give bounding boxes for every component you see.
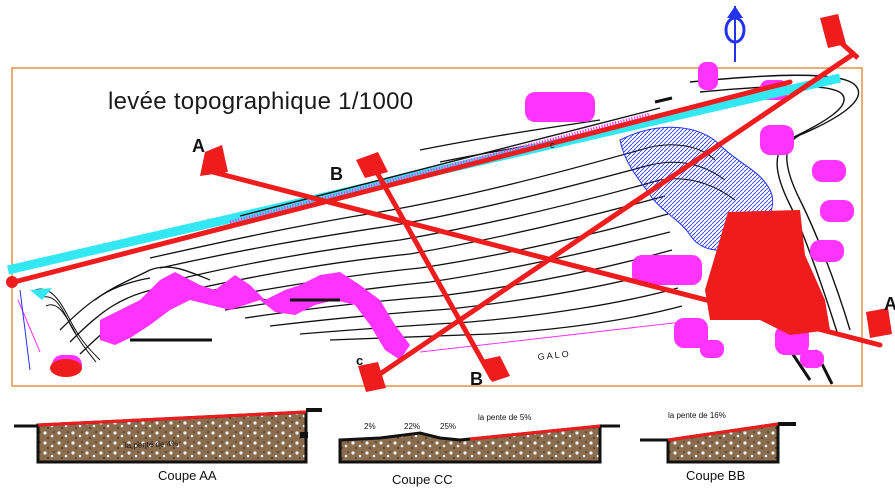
hatched-strip <box>229 112 651 224</box>
section-aa-slope: la pente de 4% <box>125 439 179 450</box>
section-bb: la pente de 16% <box>640 411 796 464</box>
plan-title: levée topographique 1/1000 <box>108 88 414 115</box>
marker-b-bottom <box>482 356 510 382</box>
section-cc-grade-3: 25% <box>440 422 456 431</box>
section-letter-b-top: B <box>330 164 343 184</box>
marker-west-end <box>6 276 18 288</box>
section-letter-c-top: c <box>550 140 555 150</box>
marker-c-top-arm <box>836 38 860 60</box>
section-bb-slope: la pente de 16% <box>668 411 726 420</box>
black-marks <box>130 96 673 342</box>
section-letter-a-right: A <box>884 294 895 314</box>
north-arrow-icon <box>724 6 746 62</box>
drawing-frame <box>11 67 863 387</box>
section-letter-b-bottom: B <box>470 369 483 389</box>
red-building-block <box>705 210 830 335</box>
marker-a-left <box>200 145 228 176</box>
marker-a-right <box>866 308 892 338</box>
section-aa-caption: Coupe AA <box>158 468 217 483</box>
section-bb-caption: Coupe BB <box>686 468 746 483</box>
section-cc: 2% 22% 25% la pente de 5% <box>338 413 620 464</box>
marker-left-end <box>50 359 82 377</box>
marker-b-top <box>356 152 388 178</box>
section-letter-c-bottom: c <box>356 353 363 368</box>
section-cc-grade-2: 22% <box>404 422 420 431</box>
section-cc-grade-1: 2% <box>364 422 376 431</box>
section-aa: la pente de 4% <box>14 408 322 464</box>
road-label: G A L O <box>537 349 569 362</box>
section-cc-caption: Coupe CC <box>392 472 453 487</box>
section-letter-a-left: A <box>192 136 205 156</box>
section-lines <box>11 52 883 385</box>
left-detail-cluster <box>17 288 101 371</box>
section-cc-slope: la pente de 5% <box>478 413 531 422</box>
section-markers <box>6 14 892 392</box>
marker-c-bottom <box>358 362 386 392</box>
